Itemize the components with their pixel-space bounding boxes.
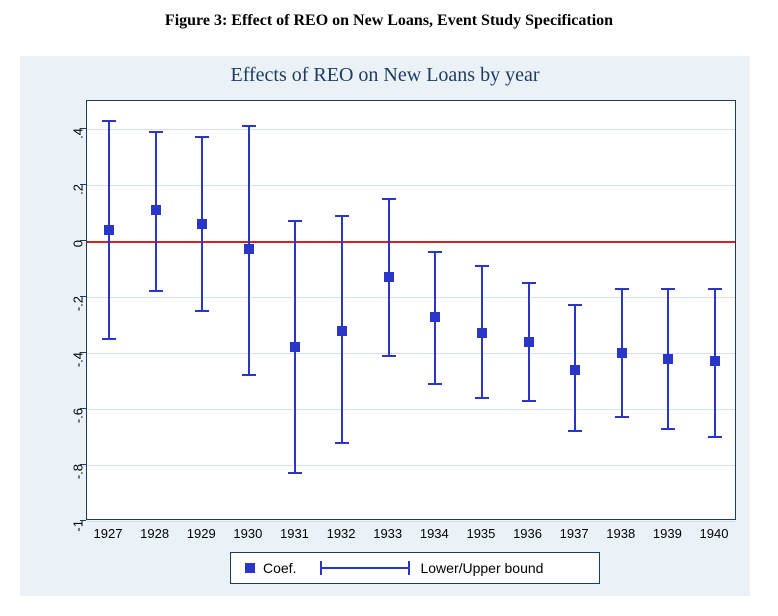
ci-cap-lower	[149, 290, 163, 292]
x-tick-label: 1932	[327, 526, 356, 541]
ci-cap-lower	[102, 338, 116, 340]
x-tick-label: 1940	[700, 526, 729, 541]
gridline-h	[87, 353, 735, 354]
x-tick-label: 1931	[280, 526, 309, 541]
ci-cap-upper	[102, 120, 116, 122]
x-tick-label: 1930	[233, 526, 262, 541]
y-tick-label: -1	[71, 520, 86, 548]
ci-cap-upper	[288, 220, 302, 222]
coef-marker	[104, 225, 114, 235]
x-tick-label: 1935	[466, 526, 495, 541]
ci-cap-upper	[428, 251, 442, 253]
y-tick-label: -.8	[71, 464, 86, 492]
coef-marker	[570, 365, 580, 375]
gridline-h	[87, 297, 735, 298]
legend-ci-symbol	[320, 561, 410, 575]
ci-cap-upper	[615, 288, 629, 290]
ci-cap-lower	[568, 430, 582, 432]
coef-marker	[290, 342, 300, 352]
ci-cap-upper	[242, 125, 256, 127]
x-tick-label: 1937	[560, 526, 589, 541]
chart-title: Effects of REO on New Loans by year	[20, 64, 750, 87]
ci-cap-lower	[475, 397, 489, 399]
legend: Coef. Lower/Upper bound	[230, 552, 600, 584]
ci-cap-lower	[661, 428, 675, 430]
x-tick-label: 1934	[420, 526, 449, 541]
coef-marker	[524, 337, 534, 347]
ci-cap-lower	[382, 355, 396, 357]
coef-marker	[337, 326, 347, 336]
x-tick-label: 1939	[653, 526, 682, 541]
y-tick-label: 0	[71, 240, 86, 268]
chart-container: Effects of REO on New Loans by year -1 -.…	[20, 56, 750, 596]
coef-marker	[151, 205, 161, 215]
x-tick-label: 1933	[373, 526, 402, 541]
figure-caption: Figure 3: Effect of REO on New Loans, Ev…	[0, 0, 778, 30]
gridline-h	[87, 129, 735, 130]
coef-marker	[430, 312, 440, 322]
coef-marker	[617, 348, 627, 358]
ci-cap-lower	[288, 472, 302, 474]
coef-marker	[477, 328, 487, 338]
gridline-h	[87, 409, 735, 410]
ci-cap-lower	[195, 310, 209, 312]
ci-cap-lower	[428, 383, 442, 385]
coef-marker	[384, 272, 394, 282]
ci-cap-lower	[335, 442, 349, 444]
zero-line	[87, 241, 735, 243]
ci-cap-upper	[708, 288, 722, 290]
gridline-h	[87, 185, 735, 186]
x-tick-label: 1936	[513, 526, 542, 541]
gridline-h	[87, 521, 735, 522]
ci-cap-lower	[708, 436, 722, 438]
legend-item-coef: Coef.	[245, 560, 296, 576]
coef-marker	[244, 244, 254, 254]
plot-area	[86, 100, 736, 520]
ci-cap-upper	[568, 304, 582, 306]
legend-coef-marker	[245, 563, 255, 573]
ci-cap-lower	[522, 400, 536, 402]
ci-cap-lower	[615, 416, 629, 418]
y-tick-label: -.4	[71, 352, 86, 380]
y-tick-label: .4	[71, 128, 86, 156]
ci-cap-upper	[522, 282, 536, 284]
coef-marker	[663, 354, 673, 364]
ci-cap-upper	[382, 198, 396, 200]
legend-ci-label: Lower/Upper bound	[420, 560, 543, 576]
gridline-h	[87, 465, 735, 466]
legend-coef-label: Coef.	[263, 560, 296, 576]
y-tick-label: -.6	[71, 408, 86, 436]
x-tick-label: 1938	[606, 526, 635, 541]
ci-cap-upper	[475, 265, 489, 267]
x-tick-label: 1929	[187, 526, 216, 541]
coef-marker	[710, 356, 720, 366]
coef-marker	[197, 219, 207, 229]
ci-cap-upper	[335, 215, 349, 217]
x-tick-label: 1927	[94, 526, 123, 541]
ci-cap-upper	[661, 288, 675, 290]
y-tick-mark	[80, 520, 86, 521]
ci-cap-upper	[149, 131, 163, 133]
ci-cap-upper	[195, 136, 209, 138]
ci-cap-lower	[242, 374, 256, 376]
x-tick-label: 1928	[140, 526, 169, 541]
y-tick-label: .2	[71, 184, 86, 212]
y-tick-label: -.2	[71, 296, 86, 324]
